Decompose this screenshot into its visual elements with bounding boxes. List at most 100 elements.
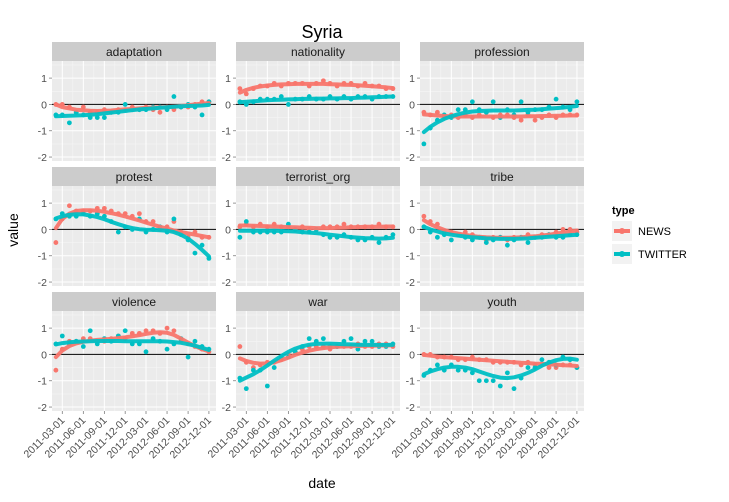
smooth-line-news [421, 352, 579, 368]
y-tick-label: -1 [222, 376, 231, 388]
data-point-twitter [574, 99, 580, 105]
facet-strip [52, 42, 216, 61]
data-point-twitter [490, 99, 496, 105]
data-point-twitter [455, 367, 461, 373]
data-point-news [53, 240, 59, 245]
data-point-twitter [421, 141, 427, 147]
facet-panel-war: war-2-1012011-03-012011-06-012011-09-012… [206, 292, 400, 461]
y-tick-label: 1 [225, 323, 231, 335]
y-tick-label: 0 [409, 224, 415, 236]
data-point-twitter [171, 94, 177, 99]
data-point-twitter [264, 383, 270, 389]
y-tick-label: 0 [41, 349, 47, 361]
legend-key-point [619, 251, 625, 257]
y-tick-label: -2 [38, 402, 47, 414]
y-tick-label: 1 [409, 73, 415, 85]
data-point-news [518, 117, 524, 123]
facet-strip [236, 167, 400, 186]
smooth-line-twitter [237, 341, 395, 383]
legend-entry-news: NEWS [612, 221, 671, 241]
smooth-line-twitter [421, 224, 579, 241]
y-tick-label: 1 [409, 323, 415, 335]
data-point-twitter [362, 338, 368, 344]
smooth-line-news [237, 81, 395, 95]
facet-plot-bg [236, 61, 400, 161]
facet-plot-bg [236, 186, 400, 286]
y-tick-label: -2 [38, 277, 47, 289]
data-point-news [532, 117, 538, 123]
legend: type NEWS TWITTER [612, 205, 687, 264]
y-tick-label: 1 [41, 198, 47, 210]
y-tick-label: 0 [409, 99, 415, 111]
data-point-twitter [490, 378, 496, 384]
data-point-twitter [476, 378, 482, 384]
panels-layer: adaptation-2-101nationality-2-101profess… [22, 42, 584, 461]
data-point-twitter [525, 365, 531, 370]
data-point-twitter [243, 386, 249, 392]
y-tick-label: -1 [38, 251, 47, 263]
y-tick-label: -2 [406, 277, 415, 289]
data-point-news [237, 344, 243, 349]
y-tick-label: -2 [406, 402, 415, 414]
data-point-news [101, 205, 107, 211]
data-point-twitter [504, 242, 510, 248]
facet-panel-terrorist_org: terrorist_org -2 -1 0 1 [222, 167, 400, 289]
y-tick-label: -2 [38, 152, 47, 164]
x-axis-title: date [308, 475, 335, 491]
data-point-news [157, 109, 163, 115]
data-point-twitter [376, 240, 382, 245]
data-point-twitter [469, 99, 475, 105]
facet-strip-label: war [307, 295, 327, 309]
data-point-twitter [243, 219, 249, 224]
data-point-news [243, 91, 249, 97]
facet-strip [52, 292, 216, 311]
legend-label-twitter: TWITTER [638, 249, 687, 261]
y-tick-label: -1 [38, 376, 47, 388]
facet-strip [236, 292, 400, 311]
data-point-twitter [143, 349, 149, 355]
data-point-twitter [525, 240, 531, 245]
data-point-twitter [504, 370, 510, 376]
facet-panel-youth: youth-2-1012011-03-012011-06-012011-09-0… [390, 292, 584, 461]
data-point-twitter [80, 344, 86, 349]
data-point-twitter [553, 96, 559, 102]
data-point-twitter [237, 234, 243, 240]
data-point-twitter [539, 357, 545, 363]
y-tick-label: 1 [41, 73, 47, 85]
y-tick-label: -1 [406, 376, 415, 388]
data-point-twitter [199, 112, 205, 118]
facet-strip-label: nationality [291, 45, 345, 59]
data-point-twitter [483, 240, 489, 245]
y-tick-label: -2 [222, 152, 231, 164]
data-point-twitter [434, 362, 440, 368]
data-point-twitter [122, 102, 128, 107]
data-point-news [237, 86, 243, 92]
y-axis-title: value [5, 213, 21, 247]
facet-panel-profession: profession -2 -1 0 1 [406, 42, 584, 164]
facet-panel-nationality: nationality -2 -1 0 1 [222, 42, 400, 164]
data-point-twitter [101, 115, 107, 120]
smooth-line-twitter [53, 212, 211, 259]
legend-title: type [612, 205, 635, 217]
y-tick-label: 0 [41, 224, 47, 236]
facet-plot-bg [236, 311, 400, 411]
data-point-twitter [192, 338, 198, 344]
y-tick-label: 0 [225, 99, 231, 111]
facet-panel-adaptation: adaptation -2 -1 0 1 [38, 42, 216, 164]
data-point-news [341, 221, 347, 227]
y-tick-label: -2 [222, 277, 231, 289]
smooth-line-twitter [53, 102, 211, 119]
data-point-twitter [285, 102, 291, 107]
y-tick-label: -2 [222, 402, 231, 414]
data-point-twitter [306, 336, 312, 342]
facet-strip-label: tribe [490, 170, 514, 184]
data-point-twitter [185, 354, 191, 360]
data-point-twitter [320, 336, 326, 342]
data-point-twitter [94, 115, 100, 120]
facet-strip [52, 167, 216, 186]
data-point-twitter [455, 107, 461, 113]
facet-strip-label: violence [112, 295, 156, 309]
facet-strip [420, 292, 584, 311]
smooth-line-news [53, 208, 211, 240]
facet-strip [420, 42, 584, 61]
